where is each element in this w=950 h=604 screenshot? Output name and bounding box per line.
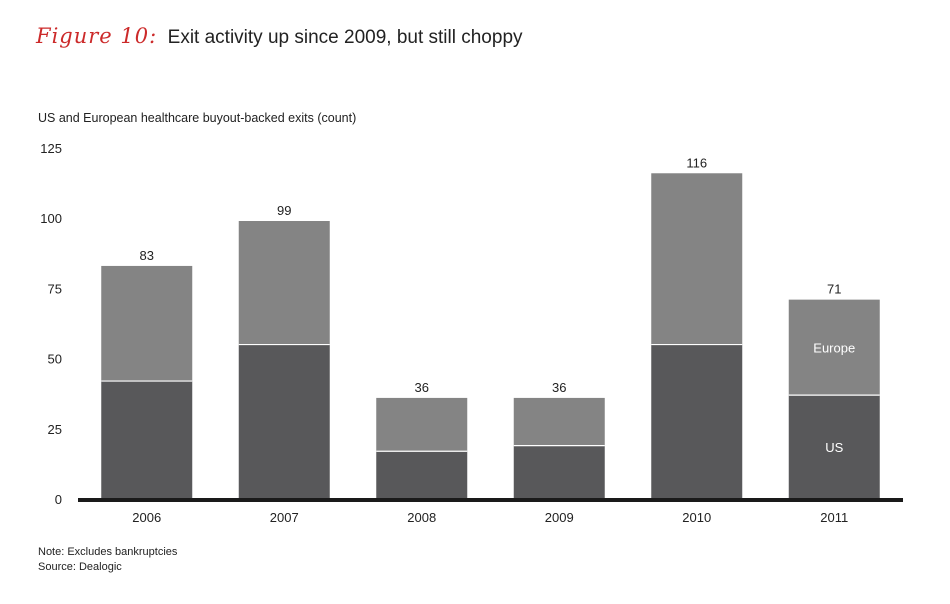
bar-europe-2007 [238, 221, 330, 345]
legend: US Europe [813, 340, 855, 455]
x-tick-label-2006: 2006 [132, 510, 161, 525]
total-label-2006: 83 [140, 248, 154, 263]
bar-us-2009 [513, 445, 605, 499]
bar-us-2010 [651, 344, 743, 499]
figure-label: Figure 10: [36, 24, 158, 48]
total-label-2008: 36 [415, 380, 429, 395]
legend-label-us: US [825, 440, 843, 455]
y-tick-label-100: 100 [40, 211, 62, 226]
bar-europe-2011 [788, 299, 880, 396]
y-axis: 0 25 50 75 100 125 [40, 141, 62, 507]
x-tick-label-2007: 2007 [270, 510, 299, 525]
x-tick-label-2010: 2010 [682, 510, 711, 525]
chart-y-axis-label: US and European healthcare buyout-backed… [38, 111, 357, 125]
bars [101, 173, 880, 499]
bar-us-2011 [788, 395, 880, 499]
bar-us-2008 [376, 451, 468, 499]
note-text: Note: Excludes bankruptcies [38, 546, 178, 558]
bar-chart: 0 25 50 75 100 125 83 99 36 36 116 71 2006 2007 2008… [40, 141, 903, 525]
total-labels: 83 99 36 36 116 71 [140, 155, 842, 395]
y-tick-label-0: 0 [55, 492, 62, 507]
total-label-2009: 36 [552, 380, 566, 395]
y-tick-label-125: 125 [40, 141, 62, 156]
x-tick-label-2009: 2009 [545, 510, 574, 525]
y-tick-label-25: 25 [48, 422, 62, 437]
figure-title-row: Figure 10: Exit activity up since 2009, … [36, 24, 523, 49]
bar-us-2007 [238, 344, 330, 499]
bar-europe-2010 [651, 173, 743, 345]
bar-europe-2009 [513, 397, 605, 446]
legend-label-europe: Europe [813, 340, 855, 355]
bar-europe-2008 [376, 397, 468, 452]
figure-title: Exit activity up since 2009, but still c… [167, 27, 523, 48]
total-label-2010: 116 [686, 155, 707, 170]
total-label-2011: 71 [827, 282, 841, 297]
source-text: Source: Dealogic [38, 561, 122, 573]
total-label-2007: 99 [277, 203, 291, 218]
y-tick-label-75: 75 [48, 281, 62, 296]
y-tick-label-50: 50 [48, 352, 62, 367]
x-axis: 2006 2007 2008 2009 2010 2011 [78, 498, 903, 525]
x-tick-label-2011: 2011 [820, 510, 848, 525]
bar-europe-2006 [101, 265, 193, 382]
bar-us-2006 [101, 381, 193, 499]
x-tick-label-2008: 2008 [407, 510, 436, 525]
